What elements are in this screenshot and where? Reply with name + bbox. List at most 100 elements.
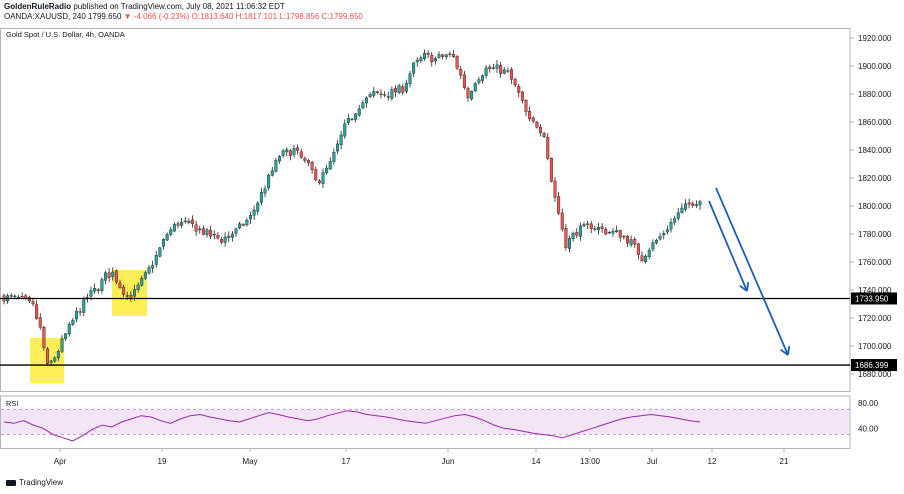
y-tick-label: 1920.000 (858, 34, 892, 43)
candle-body (669, 222, 673, 230)
candle-body (292, 148, 296, 155)
candle-body (510, 69, 514, 80)
candle-body (390, 89, 394, 99)
rsi-tick-label: 80.00 (858, 399, 879, 408)
candle-body (201, 228, 205, 235)
price-chart[interactable]: 1920.000 1900.000 1880.000 1860.000 1840.000… (0, 28, 904, 472)
y-tick-label: 1880.000 (858, 90, 892, 99)
candle-body (299, 151, 303, 158)
candle-body (520, 91, 524, 101)
candle-body (477, 79, 481, 83)
candle-body (430, 55, 434, 63)
candle-body (647, 249, 651, 258)
projection-arrow-2-shaft (715, 187, 789, 356)
x-tick-label: Jun (442, 457, 455, 466)
candle-body (665, 229, 669, 233)
candle-body (223, 236, 227, 243)
candle-body (307, 160, 311, 164)
candle-body (38, 317, 42, 328)
candle-body (328, 161, 332, 170)
candle-body (404, 82, 408, 92)
candle-body (589, 223, 593, 230)
last-price: 1799.650 (88, 12, 122, 21)
candle-body (151, 265, 155, 269)
candle-body (354, 113, 358, 120)
projection-arrow-1-shaft (708, 200, 748, 292)
candle-body (553, 180, 557, 198)
candle-body (564, 228, 568, 248)
x-tick-label: 14 (532, 457, 541, 466)
support-price-tag-2 (851, 359, 897, 372)
candle-body (673, 218, 677, 223)
candle-body (636, 243, 640, 255)
candle-body (694, 204, 698, 206)
candle-body (310, 162, 314, 170)
candle-body (67, 323, 71, 335)
symbol: OANDA:XAUUSD, 240 (4, 12, 86, 21)
candle-body (176, 223, 180, 226)
candle-body (82, 298, 86, 313)
candle-body (419, 57, 423, 61)
candle-body (383, 94, 387, 96)
candle-body (365, 97, 369, 104)
chart-header: GoldenRuleRadio published on TradingView… (4, 2, 363, 22)
candle-body (397, 85, 401, 94)
candle-body (448, 53, 452, 55)
candle-body (346, 118, 350, 123)
candle-body (71, 319, 75, 325)
support-price-tag-1 (851, 292, 897, 305)
candle-body (158, 247, 162, 257)
tradingview-footer[interactable]: TradingView (6, 478, 63, 487)
candle-body (74, 311, 78, 320)
tradingview-logo-icon (6, 479, 16, 486)
candle-body (209, 229, 213, 237)
rsi-band (1, 409, 849, 435)
ohlc-values: O:1813.640 H:1817.101 L:1798.856 C:1799.… (191, 12, 363, 21)
candle-body (535, 121, 539, 128)
candle-body (114, 270, 118, 283)
projection-arrow-1-head-1 (746, 281, 750, 292)
x-tick-label: Jul (647, 457, 657, 466)
candle-body (20, 296, 24, 298)
price-change: ▼ -4.066 (-0.23%) (123, 12, 190, 21)
candle-body (169, 229, 173, 235)
candle-body (408, 73, 412, 84)
projection-arrow-1-head-0 (739, 284, 748, 292)
rsi-line (3, 410, 701, 442)
candle-body (147, 267, 151, 274)
y-tick-label: 1840.000 (858, 146, 892, 155)
candle-body (462, 74, 466, 88)
candle-body (640, 255, 644, 262)
candle-body (379, 93, 383, 95)
candle-body (336, 143, 340, 152)
author-name[interactable]: GoldenRuleRadio (4, 2, 72, 11)
candle-body (190, 219, 194, 224)
candle-body (125, 295, 129, 297)
candle-body (256, 202, 260, 212)
candle-body (531, 117, 535, 122)
candle-body (437, 54, 441, 58)
x-tick-label: 17 (342, 457, 351, 466)
candle-body (129, 294, 133, 298)
candle-body (491, 67, 495, 69)
candle-body (513, 79, 517, 86)
candle-body (343, 123, 347, 137)
x-tick-label: 12 (708, 457, 717, 466)
candle-body (495, 64, 499, 69)
y-tick-label: 1740.000 (858, 286, 892, 295)
candle-body (433, 58, 437, 62)
chart-frame[interactable]: 1920.000 1900.000 1880.000 1860.000 1840.000… (0, 28, 904, 494)
candle-body (575, 232, 579, 236)
candle-body (484, 67, 488, 76)
candle-body (321, 172, 325, 184)
candle-body (303, 158, 307, 161)
publish-info: GoldenRuleRadio published on TradingView… (4, 2, 363, 12)
candle-body (227, 235, 231, 238)
y-tick-label: 1680.000 (858, 370, 892, 379)
candle-body (248, 215, 252, 220)
candle-body (198, 228, 202, 231)
candle-body (296, 147, 300, 151)
candle-body (633, 238, 637, 245)
candle-body (56, 350, 60, 359)
candle-body (154, 255, 158, 265)
